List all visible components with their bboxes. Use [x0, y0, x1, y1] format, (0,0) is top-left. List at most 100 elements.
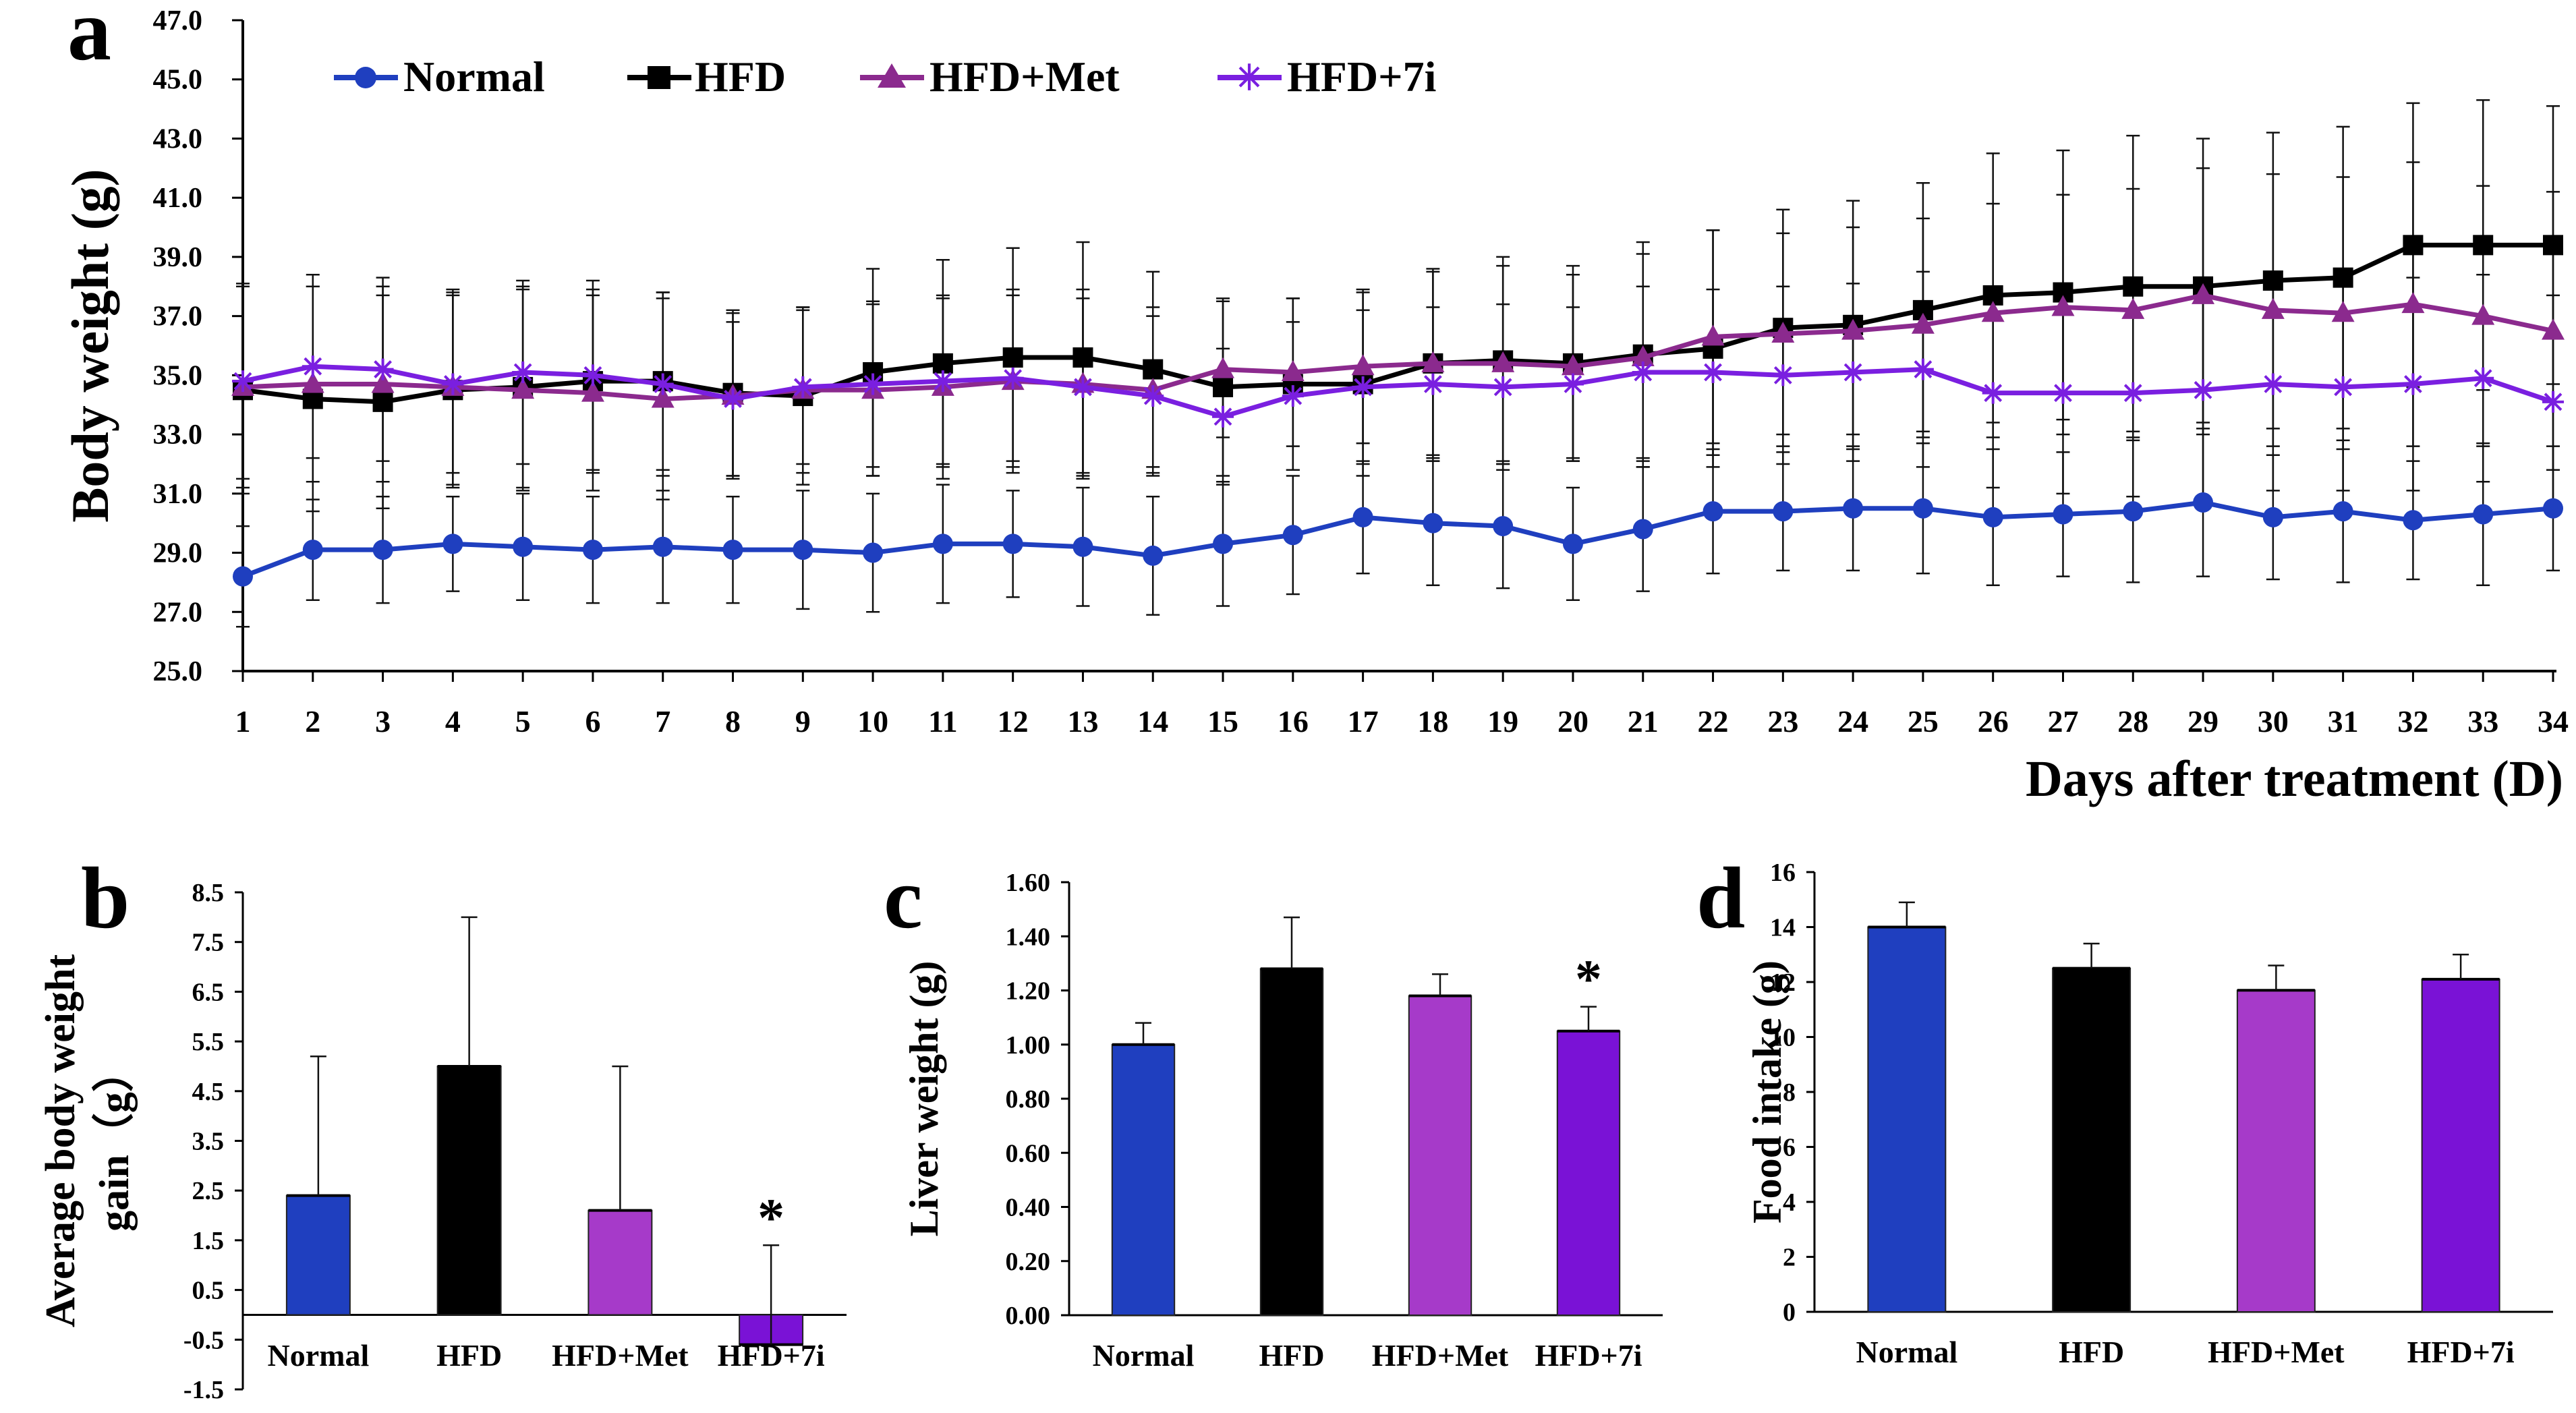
x-tick-label: 4	[445, 704, 461, 739]
legend-marker-7i: ✳	[1234, 59, 1264, 98]
star-stroke	[304, 357, 322, 376]
y-tick-label: -0.5	[183, 1326, 224, 1354]
x-tick-label: 32	[2397, 704, 2428, 739]
y-tick-label: 8	[1783, 1078, 1796, 1107]
data-point	[582, 540, 603, 560]
star-stroke	[1564, 375, 1582, 393]
data-point	[652, 373, 674, 395]
data-point	[2403, 510, 2424, 531]
data-point	[1982, 507, 2003, 527]
data-point	[1491, 351, 1515, 372]
bar-hfdmet	[1408, 995, 1472, 1317]
bar-hfdmet	[2236, 989, 2316, 1313]
y-tick-label: 7.5	[192, 929, 225, 957]
data-point	[2193, 492, 2214, 513]
bar-hfdmet	[588, 1209, 653, 1316]
star-stroke	[374, 360, 392, 379]
x-tick-label: 17	[1348, 704, 1379, 739]
x-tick-label: 34	[2538, 704, 2569, 739]
x-tick-label: 27	[2047, 704, 2078, 739]
y-tick-label: 0.00	[1006, 1302, 1051, 1330]
y-axis-title-line1: Average body weight	[38, 954, 84, 1327]
data-point	[232, 370, 254, 393]
x-category-label: Normal	[268, 1338, 370, 1373]
data-point	[1493, 516, 1514, 537]
legend-marker-normal	[355, 67, 376, 88]
bar-hfd	[1259, 968, 1324, 1316]
x-tick-label: 30	[2258, 704, 2289, 739]
data-point	[932, 370, 954, 393]
y-tick-label: 43.0	[153, 123, 203, 154]
data-point	[1771, 321, 1795, 343]
data-point	[1212, 405, 1234, 428]
x-category-label: HFD	[1259, 1338, 1324, 1373]
data-point	[1772, 364, 1794, 386]
data-point	[372, 391, 393, 412]
star-stroke	[2473, 369, 2492, 388]
y-tick-label: 25.0	[153, 656, 203, 687]
data-point	[1632, 361, 1654, 383]
data-point	[1422, 373, 1444, 395]
y-tick-label: 2.5	[192, 1177, 225, 1205]
y-tick-label: 16	[1770, 859, 1796, 887]
data-point	[1562, 373, 1584, 395]
x-tick-label: 7	[655, 704, 670, 739]
data-point	[1282, 525, 1303, 546]
x-tick-label: 29	[2187, 704, 2219, 739]
bar-normal	[1867, 926, 1947, 1313]
data-point	[1211, 357, 1235, 378]
bar-normal	[1111, 1043, 1176, 1316]
x-tick-label: 9	[795, 704, 811, 739]
significance-marker: *	[757, 1188, 784, 1248]
data-point	[2332, 501, 2353, 522]
data-point	[2262, 507, 2283, 527]
data-point	[2121, 297, 2145, 319]
star-stroke	[513, 363, 532, 382]
star-stroke	[233, 372, 252, 391]
x-axis-title: Days after treatment (D)	[2026, 751, 2563, 807]
x-tick-label: 8	[725, 704, 741, 739]
panel-d-bar-chart: 0 2 4 6 8 10 12 14 16 Normal HFD HFD+Met HFD+7i Food …	[1745, 859, 2553, 1369]
panel-letter-a: a	[67, 0, 111, 79]
y-tick-label: 3.5	[192, 1128, 225, 1156]
x-tick-label: 25	[1908, 704, 1939, 739]
data-point	[2123, 276, 2144, 297]
x-tick-label: 6	[585, 704, 600, 739]
data-point	[2471, 304, 2495, 325]
y-tick-label: 33.0	[153, 420, 203, 451]
data-point	[722, 540, 743, 560]
legend-label-met: HFD+Met	[929, 53, 1120, 100]
data-point	[2542, 318, 2565, 340]
y-tick-label: 4.5	[192, 1078, 225, 1106]
x-tick-label: 2	[305, 704, 320, 739]
data-point	[1773, 501, 1794, 522]
y-tick-label: -1.5	[183, 1376, 224, 1404]
data-point	[1912, 358, 1934, 380]
y-tick-label: 4	[1783, 1188, 1796, 1217]
panel-letter-b: b	[81, 850, 130, 947]
star-stroke	[2264, 375, 2283, 393]
x-tick-label: 1	[235, 704, 251, 739]
star-stroke	[654, 375, 672, 393]
y-axis-title-line2: gain（g）	[90, 1050, 138, 1232]
y-tick-label: 1.00	[1006, 1031, 1051, 1060]
y-tick-label: 6.5	[192, 978, 225, 1006]
data-point	[1072, 376, 1094, 398]
data-point	[1492, 376, 1514, 398]
bar-hfd	[436, 1065, 502, 1316]
x-tick-label: 23	[1767, 704, 1798, 739]
data-point	[2403, 235, 2424, 256]
data-point	[862, 373, 884, 395]
data-point	[932, 534, 953, 554]
data-point	[2051, 295, 2075, 316]
y-tick-label: 1.60	[1006, 869, 1051, 897]
data-point	[1072, 536, 1093, 557]
data-point	[651, 386, 675, 408]
data-point	[2402, 373, 2424, 395]
panel-c-bar-chart: 0.00 0.20 0.40 0.60 0.80 1.00 1.20 1.40 1.60 Norm…	[902, 869, 1663, 1373]
data-point	[1142, 385, 1164, 407]
y-tick-label: 0.5	[192, 1277, 225, 1305]
data-point	[1632, 519, 1653, 540]
x-tick-label: 33	[2467, 704, 2498, 739]
star-stroke	[2123, 384, 2142, 403]
